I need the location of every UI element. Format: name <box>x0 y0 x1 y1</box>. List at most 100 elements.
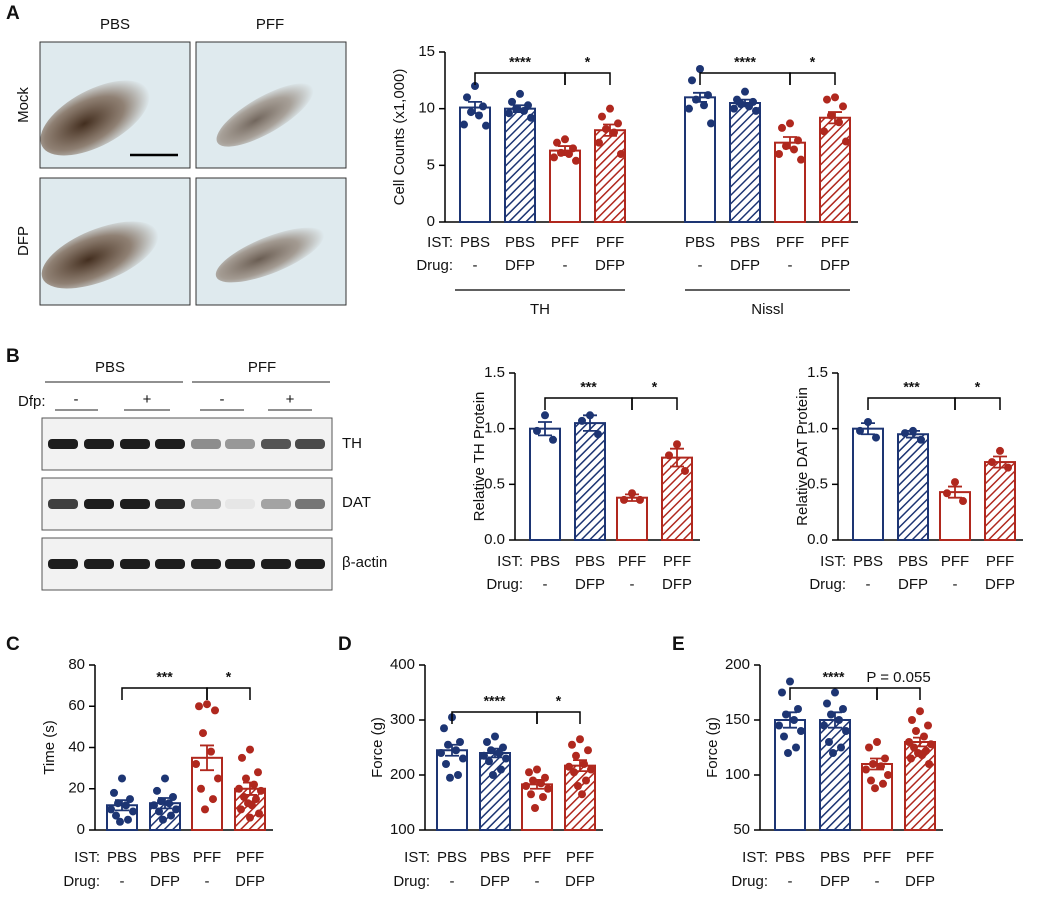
row-label: IST: <box>742 849 768 866</box>
data-point <box>150 801 158 810</box>
row-label: IST: <box>497 553 523 570</box>
y-tick-label: 0.0 <box>807 531 828 548</box>
blot-band <box>295 559 325 569</box>
panel-label: A <box>6 3 20 24</box>
data-point <box>823 95 831 104</box>
bar <box>984 461 1016 542</box>
row-label: Drug: <box>393 873 430 890</box>
data-point <box>533 426 541 435</box>
data-point <box>157 797 165 806</box>
image-column-label: PFF <box>256 16 284 33</box>
blot-band-label: DAT <box>342 494 371 511</box>
data-point <box>879 779 887 788</box>
image-column-label: PBS <box>100 16 130 33</box>
x-tick-label: DFP <box>575 576 605 593</box>
image-row-label: Mock <box>15 87 32 123</box>
y-tick-label: 1.0 <box>807 420 828 437</box>
data-point <box>831 93 839 102</box>
significance-bracket <box>451 711 538 724</box>
data-point <box>737 100 745 109</box>
blot-band-label: β-actin <box>342 554 387 571</box>
x-tick-label: - <box>953 576 958 593</box>
data-point <box>586 411 594 420</box>
data-point <box>867 776 875 785</box>
data-point <box>452 746 460 755</box>
data-point <box>606 104 614 113</box>
data-point <box>516 89 524 98</box>
y-axis-title: Time (s) <box>41 720 58 774</box>
data-point <box>884 771 892 779</box>
significance-bracket <box>867 397 956 410</box>
bar <box>819 116 851 223</box>
data-point <box>505 109 513 118</box>
y-tick-label: 80 <box>68 656 85 673</box>
x-tick-label: PFF <box>551 234 579 251</box>
x-tick-label: PBS <box>820 849 850 866</box>
data-point <box>598 112 606 121</box>
blot-band <box>261 499 291 509</box>
data-point <box>827 710 835 719</box>
blot-band <box>84 559 114 569</box>
row-label: Drug: <box>63 873 100 890</box>
significance-bracket <box>699 72 791 85</box>
data-point <box>823 699 831 708</box>
data-point <box>827 111 835 120</box>
data-point <box>508 97 516 106</box>
data-point <box>610 128 618 137</box>
x-tick-label: - <box>788 873 793 890</box>
row-label: Drug: <box>486 576 523 593</box>
data-point <box>959 497 967 506</box>
bar <box>819 719 851 831</box>
data-point <box>252 795 260 804</box>
row-label: IST: <box>427 234 453 251</box>
y-tick-label: 100 <box>390 821 415 838</box>
data-point <box>835 118 843 127</box>
data-point <box>842 727 850 735</box>
row-label: Drug: <box>416 257 453 274</box>
data-point <box>881 754 889 763</box>
significance-bracket <box>544 397 633 410</box>
data-point <box>539 793 547 801</box>
data-point <box>246 813 254 822</box>
bar <box>479 752 511 831</box>
significance-label: *** <box>903 379 920 395</box>
blot-band <box>155 559 185 569</box>
stain <box>40 80 150 156</box>
data-point <box>943 489 951 498</box>
data-point <box>614 119 622 128</box>
data-point <box>550 153 558 162</box>
data-point <box>124 815 132 824</box>
data-point <box>704 91 712 100</box>
blot-band <box>191 439 221 449</box>
data-point <box>444 740 452 749</box>
data-point <box>491 732 499 741</box>
data-point <box>522 782 530 790</box>
x-tick-label: - <box>205 873 210 890</box>
data-point <box>829 749 837 757</box>
error-bar <box>670 447 684 468</box>
blot-band <box>155 439 185 449</box>
x-tick-label: DFP <box>505 257 535 274</box>
blot-band <box>84 439 114 449</box>
data-point <box>254 768 262 777</box>
data-point <box>531 804 539 812</box>
data-point <box>790 145 798 154</box>
data-point <box>159 815 167 824</box>
data-point <box>778 123 786 132</box>
y-tick-label: 0.5 <box>807 475 828 492</box>
data-point <box>248 801 256 810</box>
x-tick-label: PFF <box>236 849 264 866</box>
x-tick-label: - <box>473 257 478 274</box>
bar <box>564 764 596 832</box>
data-point <box>688 76 696 85</box>
error-bar <box>948 485 962 499</box>
data-point <box>636 495 644 504</box>
data-point <box>161 774 169 783</box>
chart: 100 200 300 400 Force (g) IST: Drug: PBS - PBS DFP… <box>369 656 603 890</box>
data-point <box>918 751 926 760</box>
data-point <box>467 108 475 117</box>
data-point <box>460 120 468 129</box>
data-point <box>580 760 588 768</box>
data-point <box>617 150 625 158</box>
data-point <box>572 751 580 760</box>
